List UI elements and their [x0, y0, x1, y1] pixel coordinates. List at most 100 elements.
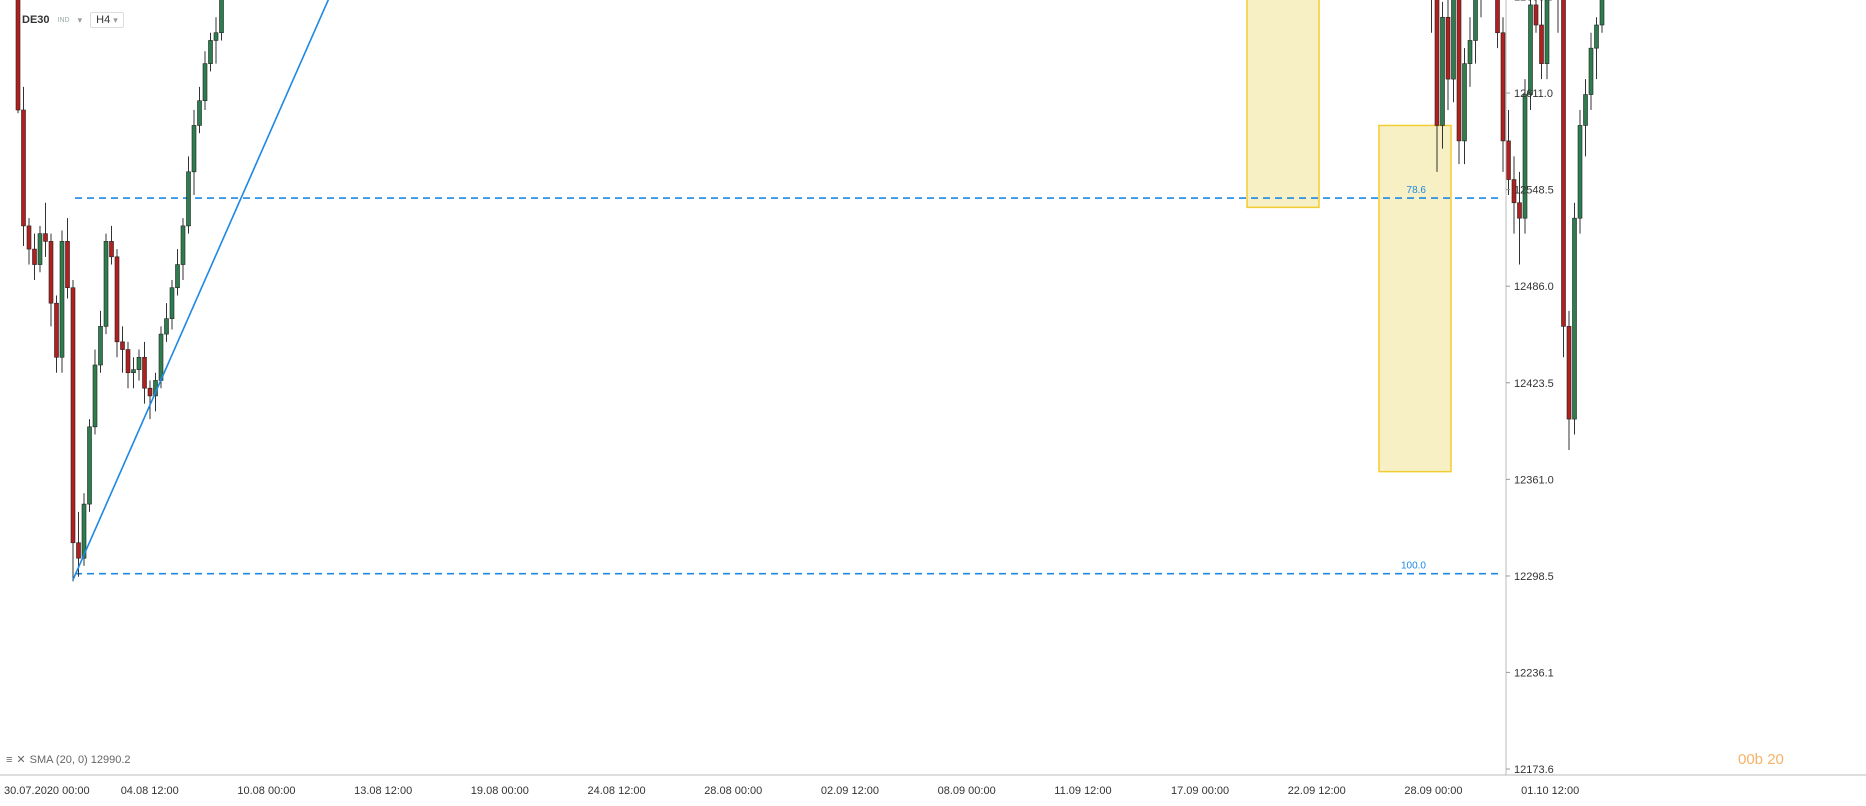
y-tick-label: 12423.5 [1514, 378, 1554, 390]
candle [1495, 0, 1500, 49]
candle-body [158, 333, 164, 381]
chevron-down-icon: ▾ [113, 15, 118, 25]
candle-body [180, 225, 186, 265]
candle [1539, 0, 1544, 80]
candle-body [1566, 326, 1572, 420]
candle [1599, 0, 1605, 33]
candle [202, 51, 208, 110]
candle-body [1440, 16, 1445, 126]
candle-body [1511, 179, 1517, 204]
y-tick-label: 12548.5 [1514, 185, 1554, 197]
indicator-legend: ≡ ✕ SMA (20, 0) 12990.2 [6, 753, 131, 767]
candle [186, 156, 191, 234]
candle-body [197, 100, 202, 126]
candle [219, 0, 224, 41]
candle-body [1434, 0, 1440, 126]
symbol-name[interactable]: DE30 [22, 14, 50, 26]
candle-body [81, 503, 87, 559]
symbol-type: IND [57, 16, 70, 24]
candle [21, 86, 26, 247]
candle [1583, 79, 1588, 157]
candle-body [164, 318, 169, 335]
fib-label: 100.0 [1401, 561, 1426, 572]
candle-body [1583, 94, 1588, 126]
x-tick-label: 04.08 12:00 [121, 785, 179, 797]
candle [32, 233, 37, 281]
candle-body [59, 241, 65, 358]
candle [1517, 171, 1522, 265]
symbol-dropdown-icon[interactable]: ▾ [77, 14, 83, 25]
candle-body [1467, 40, 1473, 64]
candle-body [1456, 0, 1462, 142]
highlight-box [1246, 0, 1320, 209]
candle [1561, 0, 1566, 358]
candle-body [191, 125, 197, 173]
candle [1473, 0, 1478, 64]
y-tick-label: 12611.0 [1514, 88, 1553, 100]
candle-body [1577, 125, 1583, 219]
candle-body [1533, 4, 1539, 26]
candle-body [186, 171, 191, 227]
indicator-label: SMA (20, 0) 12990.2 [29, 753, 131, 766]
candle-body [43, 233, 48, 242]
indicator-close-icon[interactable]: ✕ [16, 754, 26, 766]
candle-body [70, 287, 76, 544]
x-tick-label: 30.07.2020 00:00 [4, 785, 90, 797]
candle [1577, 109, 1583, 234]
candle-body [1528, 4, 1533, 95]
x-tick-label: 02.09 12:00 [821, 785, 879, 797]
candle [180, 218, 186, 281]
candle [92, 349, 98, 435]
candle-body [37, 233, 43, 265]
candle [1500, 17, 1506, 172]
candle-body [125, 349, 131, 374]
candle-body [114, 256, 120, 343]
candle [1451, 0, 1456, 103]
candle-body [1517, 202, 1522, 219]
candle-body [1561, 0, 1566, 327]
candle [1511, 156, 1517, 234]
candle-body [1473, 0, 1478, 41]
candle [109, 225, 114, 265]
candle [26, 218, 32, 265]
candle-body [103, 241, 109, 327]
candle [15, 0, 21, 114]
timeframe-select[interactable]: H4 ▾ [90, 12, 124, 28]
candle [59, 230, 65, 373]
y-tick-label: 12298.5 [1514, 571, 1554, 583]
candle [87, 419, 92, 512]
candle [125, 341, 131, 389]
candle-body [1572, 217, 1577, 420]
candle [98, 310, 103, 373]
candle [208, 32, 213, 72]
candle [120, 326, 125, 373]
candle [1456, 0, 1462, 165]
candle-body [213, 32, 219, 41]
candle-body [76, 542, 81, 559]
candle-body [142, 356, 147, 389]
candle [136, 349, 142, 381]
candle-body [32, 248, 37, 265]
fib-label: 78.6 [1407, 185, 1427, 196]
indicator-settings-icon[interactable]: ≡ [6, 753, 13, 766]
candle [1462, 48, 1467, 165]
candle-body [48, 241, 54, 304]
candle-body [1588, 47, 1594, 95]
candle-body [21, 109, 26, 227]
candle [65, 218, 70, 299]
x-tick-label: 19.08 00:00 [471, 785, 529, 797]
x-tick-label: 17.09 00:00 [1171, 785, 1229, 797]
candle-body [1539, 24, 1544, 64]
x-tick-label: 22.09 12:00 [1288, 785, 1346, 797]
candle-body [54, 302, 59, 358]
candle [1467, 17, 1473, 87]
candle [43, 202, 48, 257]
highlight-box [1378, 124, 1452, 473]
candle-body [175, 264, 180, 289]
candle-body [208, 40, 213, 64]
candle [197, 86, 202, 134]
candle [1572, 202, 1577, 435]
candle [1566, 310, 1572, 451]
